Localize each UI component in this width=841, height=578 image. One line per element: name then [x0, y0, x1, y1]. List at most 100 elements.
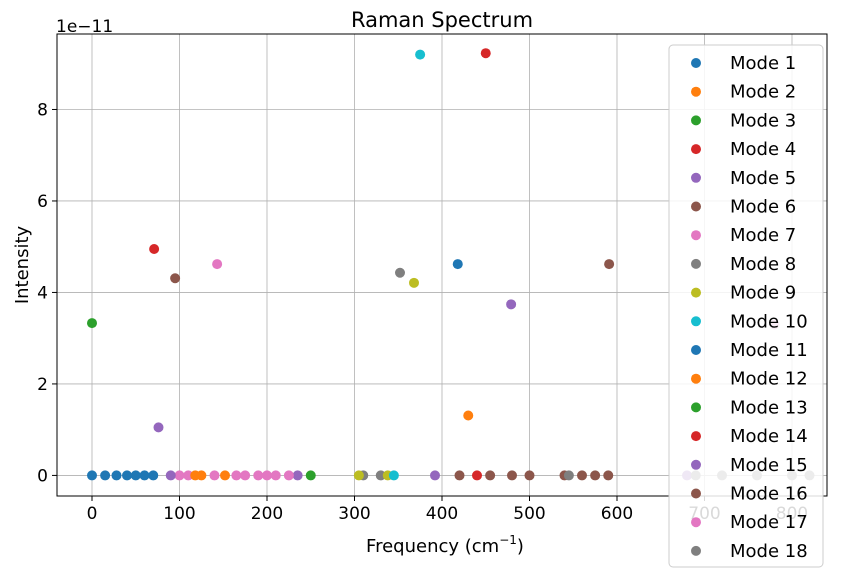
legend-marker — [691, 373, 701, 384]
legend-marker — [691, 86, 701, 97]
scatter-point — [563, 470, 574, 481]
legend-entry-label: Mode 8 — [730, 254, 796, 275]
legend-marker — [691, 58, 701, 68]
legend-marker — [691, 345, 701, 355]
y-tick-label: 6 — [37, 192, 48, 212]
scatter-point — [353, 470, 364, 481]
scatter-point — [480, 48, 491, 59]
scatter-point — [415, 49, 426, 60]
x-tick-label: 300 — [338, 504, 370, 524]
legend-entry-label: Mode 9 — [730, 283, 796, 304]
y-axis-label: Intensity — [12, 225, 33, 304]
x-tick-label: 400 — [426, 504, 458, 524]
scatter-point — [220, 470, 230, 481]
scatter-point — [148, 470, 159, 481]
scatter-point — [149, 243, 160, 254]
scatter-point — [463, 410, 474, 421]
x-tick-label: 200 — [251, 504, 283, 524]
y-offset-label: 1e−11 — [56, 17, 113, 37]
legend-entry-label: Mode 2 — [730, 82, 796, 103]
legend-entry-label: Mode 14 — [730, 426, 808, 447]
legend-marker — [691, 316, 701, 327]
chart-title: Raman Spectrum — [351, 8, 533, 32]
scatter-point — [485, 470, 496, 481]
legend-entry-label: Mode 5 — [730, 168, 796, 189]
scatter-point — [305, 470, 316, 481]
legend-entry-label: Mode 13 — [730, 397, 808, 418]
scatter-point — [524, 470, 535, 481]
scatter-point — [506, 299, 517, 310]
x-tick-label: 0 — [87, 504, 98, 524]
legend-box — [668, 44, 824, 568]
scatter-point — [240, 470, 251, 481]
legend-entry-label: Mode 15 — [730, 455, 808, 476]
legend-marker — [691, 488, 701, 499]
scatter-point — [395, 267, 405, 278]
scatter-point — [409, 277, 419, 288]
legend-entry-label: Mode 17 — [730, 512, 808, 533]
scatter-point — [253, 470, 264, 481]
legend-entry-label: Mode 6 — [730, 197, 796, 218]
scatter-point — [452, 259, 463, 270]
scatter-point — [122, 470, 132, 481]
x-tick-label: 100 — [163, 504, 195, 524]
scatter-point — [190, 470, 201, 481]
legend-marker — [691, 258, 701, 269]
y-tick-label: 0 — [37, 466, 48, 486]
legend-marker — [691, 431, 701, 442]
scatter-point — [174, 470, 185, 481]
scatter-point — [603, 470, 614, 481]
scatter-point — [430, 470, 440, 481]
scatter-point — [209, 470, 220, 481]
y-tick-label: 2 — [37, 375, 48, 395]
x-axis-label-superscript: −1 — [499, 533, 517, 547]
scatter-point — [454, 470, 465, 481]
scatter-point — [139, 470, 150, 481]
legend-entry-label: Mode 4 — [730, 139, 796, 160]
legend-entry-label: Mode 18 — [730, 541, 808, 562]
legend-entry-label: Mode 3 — [730, 110, 796, 131]
legend-marker — [691, 201, 701, 212]
scatter-point — [130, 470, 141, 481]
scatter-point — [507, 470, 517, 481]
x-tick-label: 600 — [601, 504, 633, 524]
scatter-point — [577, 470, 587, 481]
scatter-point — [212, 259, 223, 270]
scatter-point — [388, 470, 399, 481]
x-tick-label: 500 — [513, 504, 545, 524]
scatter-point — [165, 470, 176, 481]
scatter-point — [292, 470, 303, 481]
scatter-point — [100, 470, 111, 481]
scatter-point — [170, 273, 181, 284]
scatter-point — [283, 470, 294, 481]
legend-marker — [691, 459, 701, 470]
scatter-point — [111, 470, 122, 481]
legend-entry-label: Mode 16 — [730, 484, 808, 505]
legend-entry-label: Mode 12 — [730, 369, 808, 390]
legend-marker — [691, 287, 701, 298]
scatter-point — [87, 318, 97, 329]
legend: Mode 1 Mode 2 Mode 3 Mode 4 Mode 5 Mode 6 Mode… — [668, 44, 824, 568]
legend-marker — [691, 230, 701, 241]
legend-marker — [691, 115, 701, 126]
legend-marker — [691, 402, 701, 413]
y-tick-label: 8 — [37, 100, 48, 120]
scatter-point — [231, 470, 242, 481]
scatter-point — [375, 470, 386, 481]
scatter-point — [590, 470, 601, 481]
legend-entry-label: Mode 11 — [730, 340, 808, 361]
legend-marker — [691, 545, 701, 556]
scatter-point — [183, 470, 194, 481]
x-axis-label-main: Frequency (cm — [366, 536, 499, 557]
y-tick-label: 4 — [37, 283, 48, 303]
scatter-point — [604, 259, 615, 270]
legend-entry-label: Mode 10 — [730, 311, 808, 332]
scatter-point — [153, 422, 164, 433]
legend-marker — [691, 144, 701, 155]
legend-entry-label: Mode 1 — [730, 53, 796, 74]
legend-marker — [691, 172, 701, 183]
x-axis-label-end: ) — [517, 536, 524, 557]
scatter-point — [472, 470, 482, 481]
scatter-point — [87, 470, 97, 481]
